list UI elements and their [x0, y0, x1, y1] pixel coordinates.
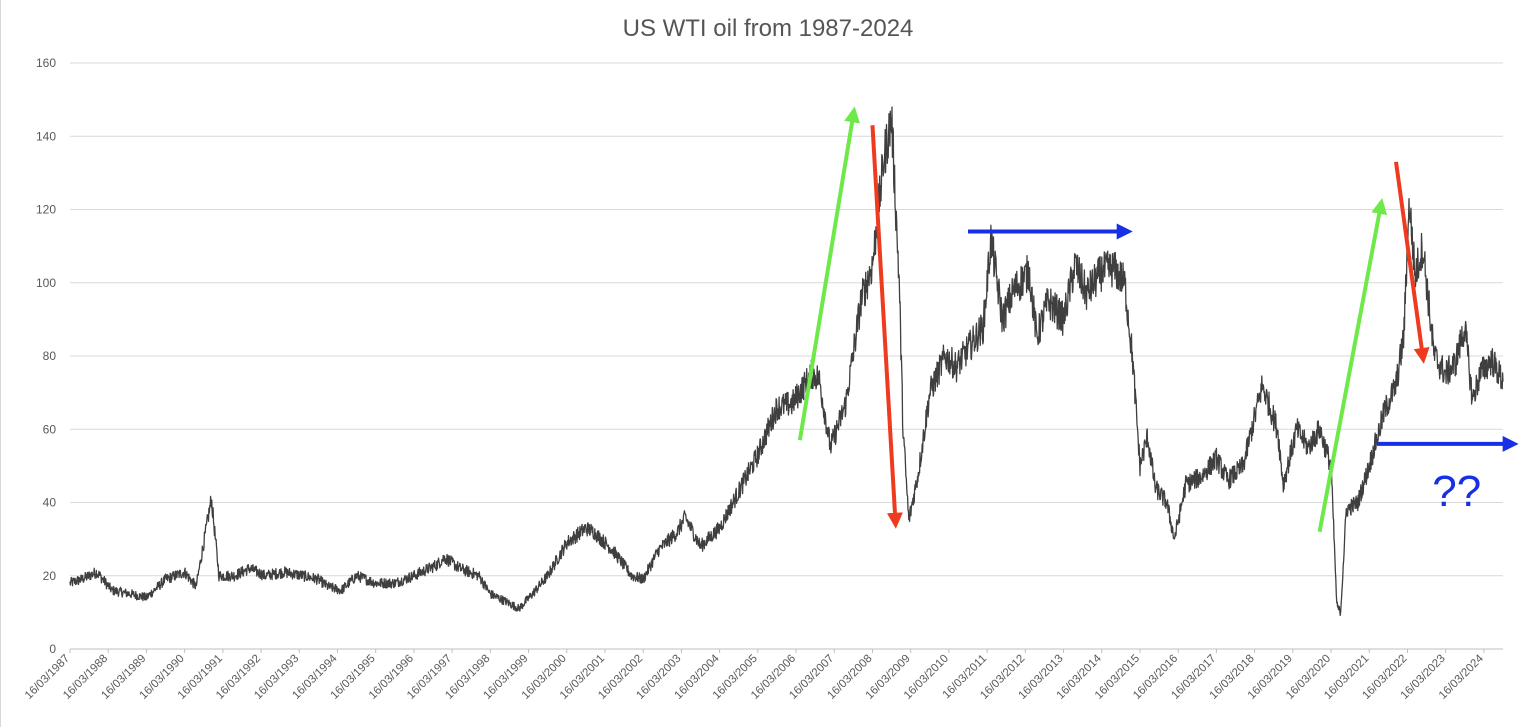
- y-tick-label: 20: [43, 569, 57, 583]
- green-arrow: [1317, 197, 1388, 533]
- question-marks-annotation: ??: [1432, 467, 1481, 516]
- y-tick-label: 80: [43, 349, 57, 363]
- red-arrow: [870, 125, 903, 529]
- y-tick-label: 140: [36, 129, 56, 143]
- series-line-wti: [69, 106, 1504, 616]
- y-tick-label: 40: [43, 496, 57, 510]
- y-tick-label: 100: [36, 276, 56, 290]
- y-tick-label: 120: [36, 203, 56, 217]
- sheet-gridline: [0, 0, 1, 727]
- red-arrow: [1394, 161, 1430, 364]
- y-tick-label: 0: [49, 642, 56, 656]
- y-tick-label: 60: [43, 422, 57, 436]
- green-arrow: [797, 106, 860, 441]
- chart-title: US WTI oil from 1987-2024: [623, 15, 914, 42]
- y-tick-label: 160: [36, 56, 56, 70]
